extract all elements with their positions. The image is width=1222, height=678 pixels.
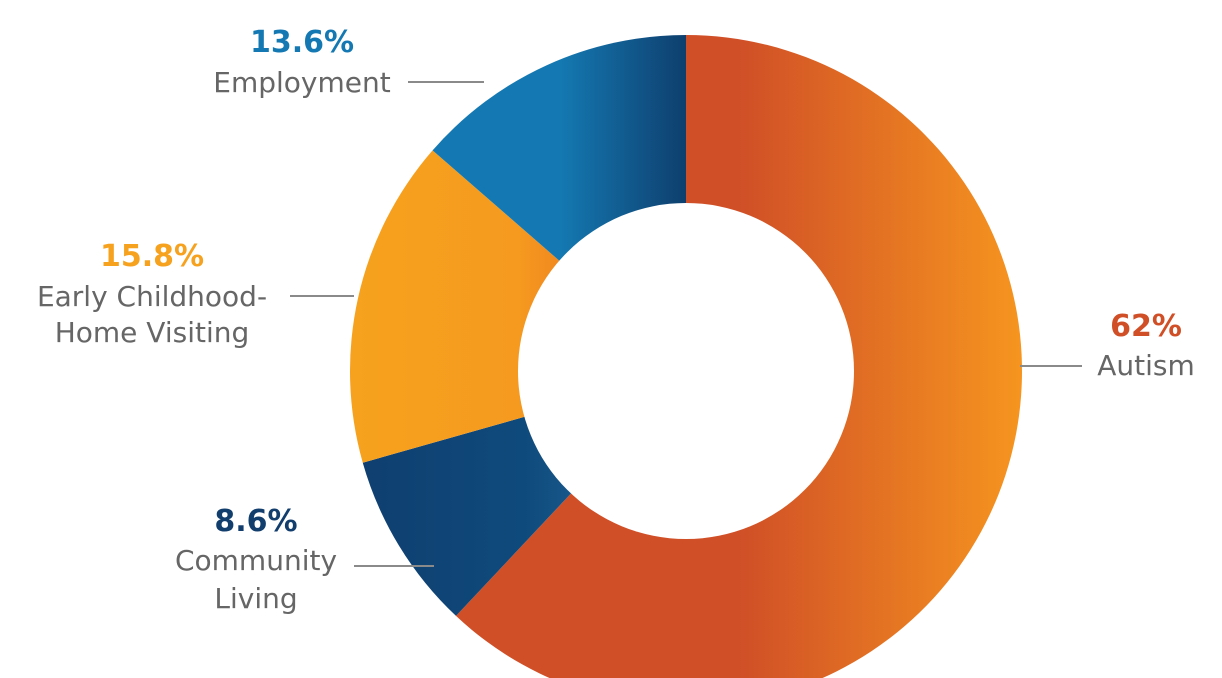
slice-label-early-childhood-line1: Early Childhood- (37, 280, 267, 313)
label-community-living: 8.6% Community Living (175, 504, 434, 615)
pct-label-autism: 62% (1110, 309, 1182, 344)
label-autism: 62% Autism (1020, 309, 1195, 382)
pct-label-employment: 13.6% (250, 25, 354, 60)
slice-label-community-living-line1: Community (175, 544, 337, 577)
donut-hole (518, 203, 854, 539)
slice-label-employment: Employment (213, 66, 390, 99)
pct-label-early-childhood: 15.8% (100, 239, 204, 274)
label-employment: 13.6% Employment (213, 25, 484, 99)
label-early-childhood: 15.8% Early Childhood- Home Visiting (37, 239, 354, 349)
slice-label-community-living-line2: Living (214, 582, 297, 615)
slice-label-autism: Autism (1097, 349, 1195, 382)
pct-label-community-living: 8.6% (214, 504, 297, 539)
slice-label-early-childhood-line2: Home Visiting (55, 316, 250, 349)
